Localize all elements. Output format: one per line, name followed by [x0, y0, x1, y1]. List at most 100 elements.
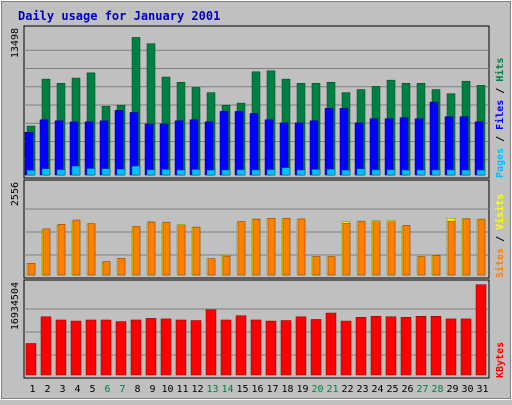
- kbytes-bar-day-5: [85, 319, 97, 376]
- sites-bar-day-20: [312, 256, 321, 276]
- pages-bar-day-9: [146, 169, 156, 176]
- pages-bar-day-3: [56, 169, 66, 176]
- sites-bar-day-17: [267, 217, 276, 276]
- sites-bar-day-25: [387, 221, 396, 276]
- files-bar-day-30: [459, 116, 469, 176]
- sites-bar-day-6: [102, 261, 111, 276]
- files-bar-day-31: [474, 121, 484, 176]
- legend-part: Hits: [494, 58, 506, 82]
- sites-bar-day-26: [402, 225, 411, 276]
- files-bar-day-11: [174, 120, 184, 176]
- files-bar-day-26: [399, 117, 409, 176]
- files-bar-day-12: [189, 119, 199, 176]
- x-tick-label-day-17: 17: [266, 384, 278, 395]
- files-bar-day-20: [309, 120, 319, 176]
- kbytes-bar-day-9: [145, 318, 157, 376]
- pages-bar-day-14: [221, 169, 231, 176]
- files-bar-day-18: [279, 122, 289, 176]
- legend-part: /: [495, 130, 506, 148]
- kbytes-bar-day-8: [130, 319, 142, 376]
- sites-bar-day-19: [297, 218, 306, 276]
- files-bar-day-3: [54, 120, 64, 176]
- kbytes-bar-day-13: [205, 309, 217, 376]
- sites-bar-day-9: [147, 221, 156, 276]
- panel-hits: 13498 Pages / Files / Hits: [10, 25, 506, 179]
- x-tick-label-day-5: 5: [89, 384, 95, 395]
- sites-bar-day-7: [117, 258, 126, 276]
- x-tick-label-day-4: 4: [74, 384, 80, 395]
- pages-bar-day-5: [86, 168, 96, 176]
- files-bar-day-23: [354, 122, 364, 176]
- x-tick-label-day-22: 22: [341, 384, 353, 395]
- outer-frame-inner: [1, 1, 511, 399]
- files-bar-day-29: [444, 116, 454, 176]
- sites-bar-day-10: [162, 221, 171, 276]
- legend-part: Sites: [494, 248, 506, 278]
- x-tick-label-day-12: 12: [191, 384, 203, 395]
- pages-bar-day-23: [356, 168, 366, 176]
- legend-part: KBytes: [495, 342, 506, 378]
- files-bar-day-6: [99, 120, 109, 176]
- kbytes-bar-day-22: [340, 320, 352, 376]
- kbytes-bar-day-17: [265, 320, 277, 376]
- pages-bar-day-7: [116, 169, 126, 176]
- kbytes-bar-day-6: [100, 319, 112, 376]
- files-bar-day-13: [204, 121, 214, 176]
- kbytes-bar-day-7: [115, 321, 127, 376]
- sites-bar-day-3: [57, 224, 66, 276]
- kbytes-bar-day-14: [220, 319, 232, 376]
- files-bar-day-8: [129, 112, 139, 176]
- x-tick-label-day-23: 23: [356, 384, 368, 395]
- panel-kbytes-legend: KBytes: [495, 342, 506, 378]
- panel-visits-max-label: 2556: [10, 182, 21, 206]
- pages-bar-day-17: [266, 169, 276, 176]
- x-tick-label-day-3: 3: [59, 384, 65, 395]
- kbytes-bar-day-19: [295, 316, 307, 376]
- sites-bar-day-23: [357, 221, 366, 276]
- kbytes-bar-day-16: [250, 319, 262, 376]
- pages-bar-day-1: [26, 170, 36, 176]
- pages-bar-day-24: [371, 169, 381, 176]
- sites-bar-day-22: [342, 222, 351, 276]
- pages-bar-day-8: [131, 165, 141, 176]
- sites-bar-day-30: [462, 218, 471, 276]
- sites-bar-day-13: [207, 258, 216, 276]
- pages-bar-day-19: [296, 169, 306, 176]
- panel-kbytes: 16934504 KBytes: [10, 279, 506, 379]
- pages-bar-day-2: [41, 168, 51, 176]
- x-tick-label-day-11: 11: [176, 384, 188, 395]
- sites-bar-day-1: [27, 263, 36, 276]
- x-tick-label-day-19: 19: [296, 384, 308, 395]
- sites-bar-day-29: [447, 220, 456, 276]
- pages-bar-day-22: [341, 169, 351, 176]
- x-tick-label-day-21: 21: [326, 384, 338, 395]
- pages-bar-day-21: [326, 169, 336, 176]
- kbytes-bar-day-20: [310, 319, 322, 376]
- pages-bar-day-30: [461, 169, 471, 176]
- kbytes-bar-day-30: [460, 318, 472, 376]
- files-bar-day-27: [414, 118, 424, 176]
- x-tick-label-day-20: 20: [311, 384, 323, 395]
- kbytes-bar-day-11: [175, 319, 187, 376]
- legend-part: /: [495, 230, 506, 248]
- sites-bar-day-15: [237, 221, 246, 276]
- sites-bar-day-2: [42, 228, 51, 276]
- files-bar-day-5: [84, 121, 94, 176]
- sites-bar-day-11: [177, 225, 186, 276]
- sites-bar-day-5: [87, 223, 96, 276]
- pages-bar-day-18: [281, 167, 291, 176]
- sites-bar-day-8: [132, 226, 141, 276]
- pages-bar-day-13: [206, 169, 216, 176]
- x-tick-label-day-10: 10: [161, 384, 173, 395]
- files-bar-day-1: [24, 132, 34, 176]
- sites-bar-day-27: [417, 256, 426, 276]
- files-bar-day-9: [144, 123, 154, 176]
- pages-bar-day-28: [431, 169, 441, 176]
- pages-bar-day-6: [101, 168, 111, 176]
- x-tick-label-day-15: 15: [236, 384, 248, 395]
- legend-part: Pages: [495, 148, 506, 178]
- sites-bar-day-28: [432, 255, 441, 276]
- x-tick-label-day-26: 26: [401, 384, 413, 395]
- kbytes-bar-day-2: [40, 316, 52, 376]
- x-tick-label-day-25: 25: [386, 384, 398, 395]
